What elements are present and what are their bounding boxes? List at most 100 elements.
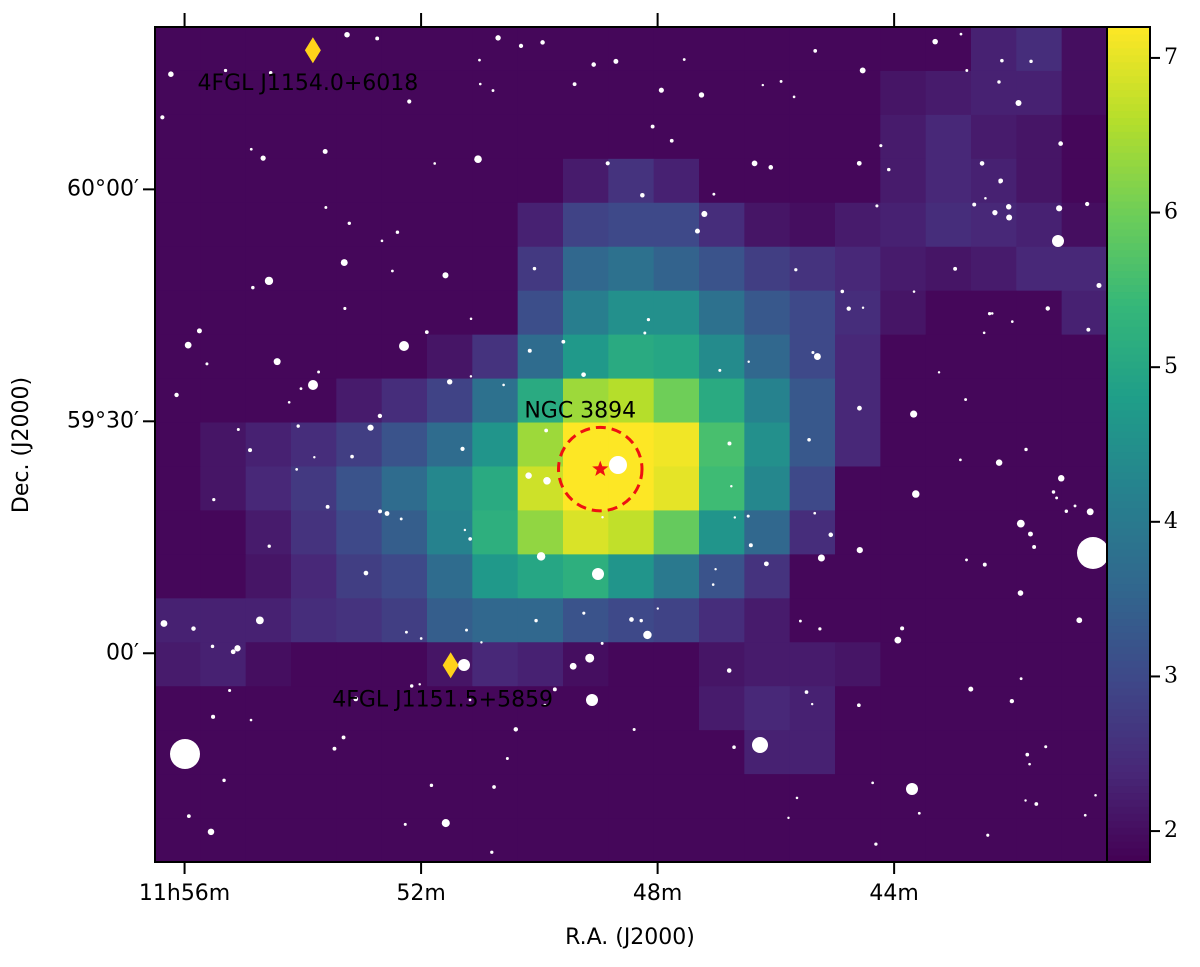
star bbox=[160, 115, 165, 120]
star bbox=[1073, 504, 1077, 508]
star bbox=[748, 543, 753, 548]
cell bbox=[608, 818, 655, 863]
cell bbox=[971, 598, 1017, 643]
cell bbox=[699, 158, 745, 204]
cell bbox=[155, 642, 201, 687]
cell bbox=[789, 642, 836, 687]
cell bbox=[200, 334, 247, 380]
cell bbox=[699, 70, 745, 116]
cell bbox=[291, 422, 337, 467]
cell bbox=[744, 466, 791, 511]
colorbar-step bbox=[1107, 813, 1150, 821]
colorbar-step bbox=[1107, 96, 1150, 105]
star bbox=[1085, 201, 1090, 207]
star bbox=[813, 353, 821, 361]
cell bbox=[1061, 422, 1108, 467]
cell bbox=[291, 774, 337, 819]
star bbox=[1076, 617, 1083, 624]
cell bbox=[245, 510, 292, 555]
star bbox=[561, 339, 566, 344]
cell bbox=[1061, 730, 1108, 775]
colorbar-step bbox=[1107, 444, 1150, 453]
cell bbox=[155, 510, 201, 555]
cell bbox=[880, 27, 927, 72]
star bbox=[230, 649, 236, 655]
colorbar-step bbox=[1107, 173, 1150, 181]
star bbox=[343, 306, 347, 311]
cell bbox=[517, 158, 564, 204]
star bbox=[643, 331, 647, 335]
colorbar-step bbox=[1107, 597, 1150, 606]
cell bbox=[653, 598, 700, 643]
star bbox=[953, 266, 958, 271]
cell bbox=[789, 290, 836, 336]
cell bbox=[155, 202, 201, 248]
star bbox=[569, 662, 577, 670]
colorbar-step bbox=[1107, 423, 1150, 432]
star bbox=[727, 441, 732, 446]
cell bbox=[1016, 246, 1063, 292]
cell bbox=[472, 466, 519, 511]
cell bbox=[653, 818, 700, 863]
star bbox=[894, 636, 902, 644]
cell bbox=[245, 642, 292, 687]
colorbar-step bbox=[1107, 361, 1150, 369]
colorbar-step bbox=[1107, 771, 1150, 780]
colorbar-step bbox=[1107, 841, 1150, 849]
star bbox=[399, 341, 409, 351]
cell bbox=[427, 466, 473, 511]
colorbar-step bbox=[1107, 458, 1150, 466]
star bbox=[234, 645, 241, 652]
cell bbox=[971, 818, 1017, 863]
star bbox=[543, 703, 547, 707]
cell bbox=[563, 598, 609, 643]
star bbox=[502, 383, 505, 387]
cell bbox=[1016, 818, 1063, 863]
star bbox=[492, 785, 496, 789]
cell bbox=[880, 378, 927, 424]
star bbox=[581, 372, 586, 377]
colorbar-step bbox=[1107, 409, 1150, 418]
star bbox=[846, 306, 851, 311]
colorbar-step bbox=[1107, 82, 1150, 91]
cell bbox=[608, 70, 655, 116]
cell bbox=[563, 818, 609, 863]
star bbox=[990, 312, 994, 315]
colorbar-step bbox=[1107, 437, 1150, 446]
cell bbox=[1016, 510, 1063, 555]
cell bbox=[1016, 686, 1063, 731]
star bbox=[910, 410, 918, 418]
star bbox=[698, 92, 705, 98]
cell bbox=[699, 114, 745, 160]
cell bbox=[1016, 598, 1063, 643]
cell bbox=[245, 114, 292, 160]
cell bbox=[789, 158, 836, 204]
colorbar-step bbox=[1107, 145, 1150, 153]
cell bbox=[971, 290, 1017, 336]
star bbox=[997, 80, 1001, 84]
star bbox=[260, 155, 266, 161]
star bbox=[813, 511, 817, 515]
cell bbox=[880, 466, 927, 511]
cell bbox=[835, 554, 881, 599]
colorbar-step bbox=[1107, 750, 1150, 759]
cell bbox=[971, 554, 1017, 599]
cell bbox=[789, 246, 836, 292]
cell bbox=[1016, 334, 1063, 380]
cell bbox=[563, 290, 609, 336]
x-axis-label: R.A. (J2000) bbox=[565, 925, 695, 950]
star bbox=[264, 276, 274, 286]
star bbox=[395, 230, 400, 234]
star bbox=[726, 668, 732, 673]
star bbox=[937, 371, 941, 374]
star bbox=[965, 558, 968, 562]
cell bbox=[563, 466, 609, 511]
colorbar-step bbox=[1107, 291, 1150, 299]
cell bbox=[517, 730, 564, 775]
cell bbox=[744, 158, 791, 204]
cell bbox=[744, 378, 791, 424]
star bbox=[585, 653, 595, 663]
star bbox=[900, 626, 905, 631]
colorbar-step bbox=[1107, 395, 1150, 404]
star bbox=[469, 375, 473, 378]
